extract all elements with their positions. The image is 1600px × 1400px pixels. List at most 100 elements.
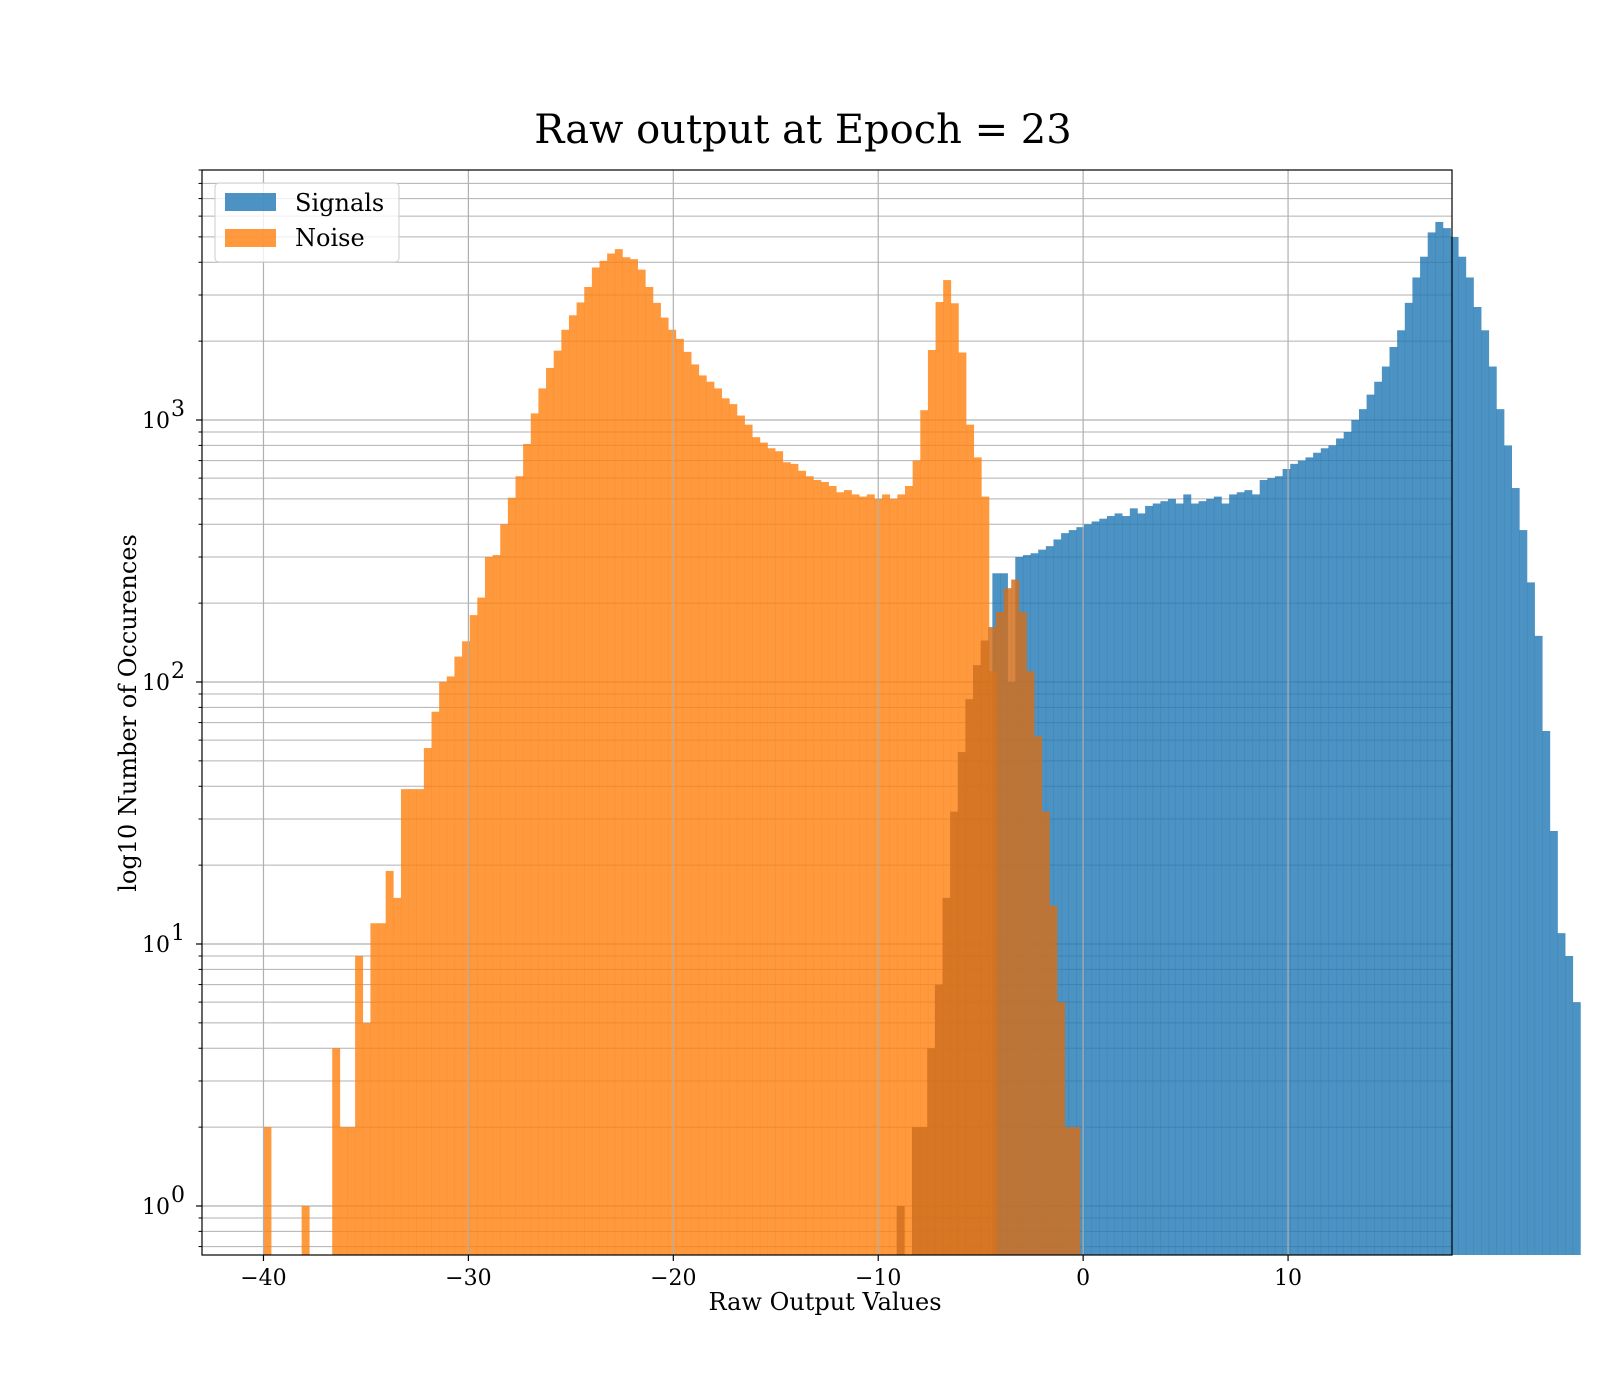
- histogram-bar-overlap: [965, 699, 974, 1255]
- histogram-bar-signals: [1320, 448, 1329, 1255]
- histogram-bar-noise: [347, 1127, 356, 1255]
- histogram-bar-signals: [1465, 277, 1474, 1256]
- histogram-bar-noise: [729, 404, 738, 1255]
- legend: Signals Noise: [214, 182, 400, 263]
- histogram-bar-overlap: [1018, 612, 1027, 1255]
- histogram-bar-noise: [416, 789, 425, 1255]
- histogram-bar-signals: [1221, 503, 1230, 1255]
- histogram-bar-signals: [1206, 498, 1215, 1256]
- histogram-bar-noise: [584, 286, 593, 1255]
- histogram-bar-noise: [439, 681, 448, 1255]
- histogram-bar-noise: [767, 448, 776, 1255]
- histogram-bar-noise: [950, 303, 959, 1255]
- histogram-bar-noise: [546, 367, 554, 1255]
- histogram-bar-signals: [1152, 503, 1161, 1255]
- histogram-bar-noise: [423, 747, 432, 1255]
- histogram-bar-signals: [1374, 381, 1383, 1256]
- histogram-bar-noise: [500, 524, 509, 1255]
- histogram-bar-noise: [859, 496, 868, 1256]
- histogram-bar-signals: [1259, 480, 1268, 1255]
- histogram-bar-signals: [1420, 256, 1428, 1255]
- legend-swatch-signals: [225, 193, 276, 211]
- histogram-bar-noise: [523, 443, 532, 1255]
- histogram-bar-signals: [1442, 228, 1451, 1256]
- histogram-bar-noise: [301, 1205, 310, 1255]
- histogram-bar-signals: [1099, 518, 1108, 1255]
- histogram-bar-noise: [408, 789, 417, 1255]
- histogram-bar-signals: [1084, 524, 1092, 1255]
- histogram-bar-noise: [836, 492, 845, 1255]
- histogram-bar-noise: [683, 351, 692, 1255]
- histogram-bar-signals: [1526, 582, 1535, 1255]
- histogram-bar-signals: [1213, 496, 1222, 1256]
- plot-area-frame: [201, 169, 1453, 1256]
- histogram-bar-signals: [1145, 505, 1154, 1255]
- histogram-bar-signals: [1267, 478, 1276, 1255]
- histogram-bar-signals: [1236, 492, 1245, 1255]
- histogram-bar-noise: [332, 1048, 341, 1255]
- x-tick-label: 0: [1076, 1266, 1090, 1291]
- histogram-bar-signals: [1481, 330, 1490, 1256]
- histogram-bar-signals: [1137, 513, 1146, 1255]
- histogram-bar-noise: [935, 302, 944, 1255]
- histogram-bar-signals: [1106, 516, 1115, 1255]
- histogram-bar-signals: [1290, 463, 1299, 1255]
- histogram-bar-signals: [1572, 1002, 1581, 1255]
- histogram-bar-signals: [1160, 501, 1169, 1256]
- histogram-bar-signals: [1389, 346, 1398, 1255]
- histogram-bar-overlap: [988, 627, 997, 1255]
- histogram-bar-signals: [1068, 530, 1077, 1255]
- histogram-bar-noise: [484, 556, 493, 1255]
- histogram-bar-overlap: [942, 897, 951, 1255]
- histogram-bar-overlap: [919, 1127, 928, 1255]
- legend-label-noise: Noise: [295, 224, 365, 252]
- histogram-bar-overlap: [1011, 579, 1020, 1255]
- histogram-bar-noise: [538, 388, 547, 1255]
- histogram-bar-noise: [462, 641, 470, 1255]
- histogram-bar-signals: [1496, 409, 1505, 1256]
- histogram-bar-signals: [1458, 256, 1467, 1255]
- histogram-bar-noise: [492, 555, 501, 1255]
- histogram-bar-noise: [446, 676, 455, 1255]
- histogram-bar-noise: [393, 897, 402, 1255]
- histogram-bar-signals: [1190, 503, 1199, 1255]
- histogram-bar-signals: [1473, 306, 1482, 1255]
- histogram-bar-noise: [637, 269, 646, 1255]
- histogram-bar-noise: [630, 259, 639, 1256]
- histogram-bar-signals: [1244, 490, 1253, 1255]
- histogram-bar-overlap: [950, 811, 959, 1255]
- histogram-bar-noise: [775, 451, 784, 1255]
- histogram-bar-signals: [1404, 302, 1413, 1255]
- histogram-bar-noise: [599, 260, 608, 1255]
- y-tick-exponent: 0: [171, 1183, 185, 1208]
- histogram-bar-signals: [1175, 503, 1184, 1255]
- histogram-bar-noise: [378, 923, 386, 1255]
- histogram-bar-noise: [912, 460, 921, 1256]
- histogram-bar-signals: [1076, 527, 1085, 1255]
- y-axis-label: log10 Number of Occurences: [114, 534, 142, 892]
- histogram-bar-overlap: [957, 752, 966, 1255]
- histogram-bar-noise: [820, 481, 829, 1255]
- histogram-bar-overlap: [980, 640, 989, 1255]
- histogram-bar-noise: [752, 437, 761, 1255]
- legend-swatch-noise: [225, 229, 276, 247]
- histogram-bar-noise: [736, 415, 745, 1255]
- histogram-bar-noise: [515, 476, 524, 1255]
- histogram-bar-signals: [1297, 460, 1306, 1256]
- histogram-bar-noise: [920, 410, 929, 1255]
- histogram-bar-signals: [1511, 488, 1520, 1256]
- histogram-bar-noise: [889, 498, 898, 1256]
- histogram-bar-noise: [614, 249, 623, 1255]
- histogram-bar-noise: [759, 442, 768, 1255]
- histogram-bar-overlap: [896, 1205, 905, 1255]
- histogram-bar-noise: [561, 329, 570, 1255]
- x-axis-label: Raw Output Values: [708, 1288, 941, 1316]
- histogram-bar-signals: [1450, 236, 1459, 1256]
- histogram-bar-signals: [1328, 445, 1337, 1256]
- histogram-bar-overlap: [973, 665, 981, 1255]
- histogram-bar-noise: [652, 302, 661, 1255]
- histogram-bar-signals: [1519, 530, 1528, 1255]
- histogram-bar-noise: [622, 257, 631, 1255]
